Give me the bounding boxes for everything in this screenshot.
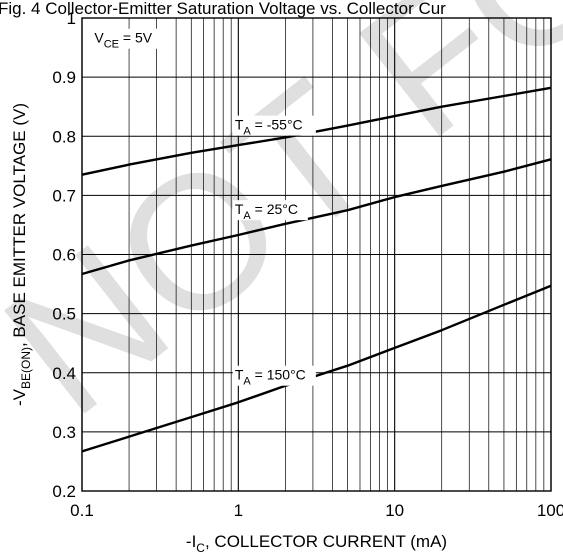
series-line [81, 86, 552, 176]
vce-condition-label-bg [92, 28, 159, 49]
partial-figure-title: Fig. 4 Collector-Emitter Saturation Volt… [0, 0, 446, 18]
plot-frame [81, 17, 552, 492]
series-label: TA = 150°C [235, 367, 306, 388]
series-label: TA = 25°C [235, 201, 298, 222]
y-tick-label: 0.2 [52, 482, 76, 501]
y-tick-label: 0.7 [52, 186, 76, 205]
curves [81, 86, 552, 453]
y-label-sub: BE(ON) [19, 347, 33, 389]
series-line [81, 284, 552, 453]
series-label-bg [232, 115, 316, 136]
y-label-rest: , BASE EMITTER VOLTAGE (V) [10, 103, 29, 347]
y-tick-label: 0.9 [52, 68, 76, 87]
y-tick-label: 0.5 [52, 305, 76, 324]
y-axis-label: -VBE(ON), BASE EMITTER VOLTAGE (V) [10, 103, 33, 406]
x-tick-label: 0.1 [70, 501, 94, 520]
vce-condition-label: VCE = 5V [94, 30, 152, 51]
x-tick-label: 10 [385, 501, 404, 520]
x-tick-label: 1 [234, 501, 243, 520]
series-labels: TA = -55°C TA = 25°C TA = 150°C VCE = 5V [92, 28, 316, 388]
series-label: TA = -55°C [235, 117, 303, 138]
x-axis-label: -IC, COLLECTOR CURRENT (mA) [186, 532, 447, 553]
series-label-bg [232, 200, 308, 221]
x-label-sub: C [196, 541, 205, 553]
x-label-prefix: -I [186, 532, 196, 551]
y-tick-label: 0.6 [52, 246, 76, 265]
y-label-prefix: -V [10, 388, 29, 406]
x-label-rest: , COLLECTOR CURRENT (mA) [205, 532, 447, 551]
y-tick-labels: 0.2 0.3 0.4 0.5 0.6 0.7 0.8 0.9 1 [52, 9, 76, 501]
series-line [81, 158, 552, 276]
x-tick-labels: 0.1 1 10 100 [70, 501, 563, 520]
series-label-bg [232, 365, 316, 386]
y-tick-label: 0.8 [52, 127, 76, 146]
x-tick-label: 100 [537, 501, 563, 520]
y-tick-label: 0.3 [52, 423, 76, 442]
y-tick-label: 0.4 [52, 364, 76, 383]
y-tick-label: 1 [67, 9, 76, 28]
